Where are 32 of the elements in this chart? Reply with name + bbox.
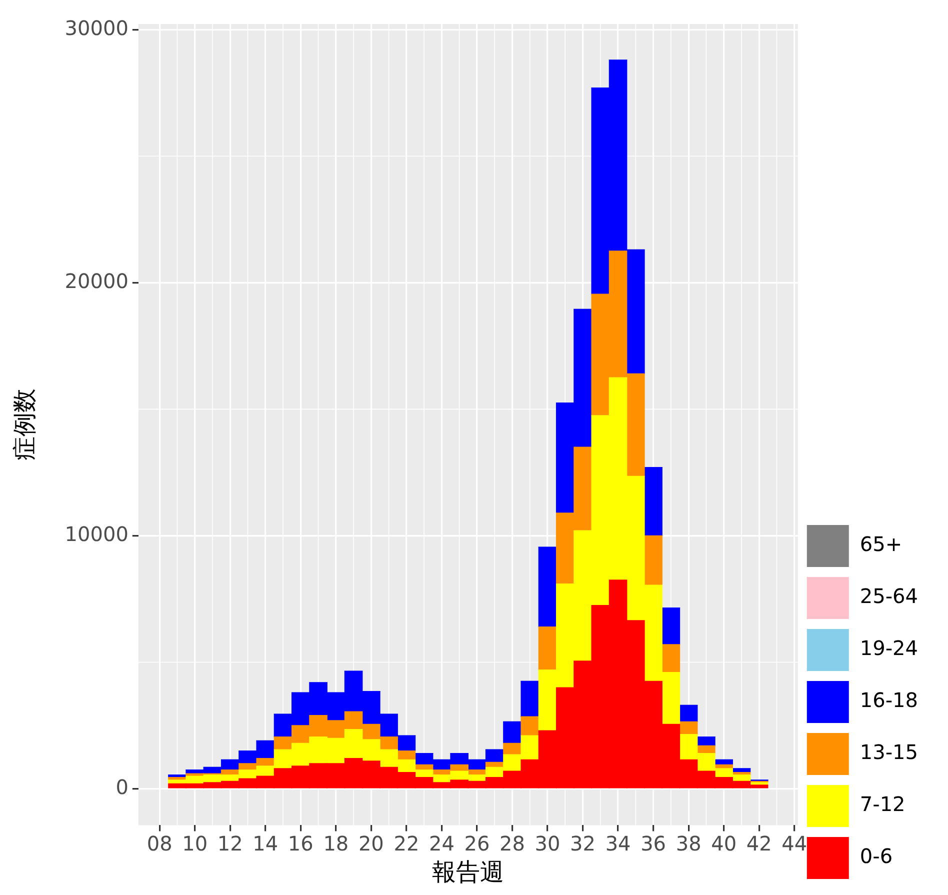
x-tick-label: 20 [358, 831, 384, 856]
legend-label: 13-15 [860, 740, 918, 764]
x-tick-label: 24 [428, 831, 454, 856]
x-tick-label: 34 [605, 831, 631, 856]
legend-label: 65+ [860, 532, 902, 556]
legend-label: 0-6 [860, 844, 893, 868]
y-tick-label: 30000 [64, 16, 128, 40]
legend-label: 7-12 [860, 792, 906, 816]
legend-label: 25-64 [860, 584, 918, 608]
legend-label: 16-18 [860, 688, 918, 712]
x-tick-label: 14 [252, 831, 278, 856]
x-tick-label: 26 [464, 831, 490, 856]
x-tick-label: 12 [217, 831, 243, 856]
x-tick-label: 18 [323, 831, 349, 856]
x-tick-label: 32 [570, 831, 596, 856]
x-tick-label: 38 [676, 831, 702, 856]
x-tick-label: 42 [746, 831, 772, 856]
x-tick-label: 30 [534, 831, 560, 856]
x-axis-title: 報告週 [432, 858, 504, 886]
y-axis-title: 症例数 [10, 388, 39, 461]
x-tick-label: 08 [146, 831, 172, 856]
y-tick-label: 20000 [64, 268, 128, 293]
legend-label: 19-24 [860, 636, 918, 660]
x-tick-label: 36 [640, 831, 666, 856]
x-tick-label: 10 [182, 831, 208, 856]
y-tick-label: 10000 [64, 522, 128, 546]
x-tick-label: 22 [394, 831, 420, 856]
x-tick-label: 44 [782, 831, 808, 856]
y-tick-label: 0 [116, 774, 128, 799]
x-tick-label: 28 [500, 831, 525, 856]
x-tick-label: 16 [288, 831, 314, 856]
x-tick-label: 40 [711, 831, 737, 856]
